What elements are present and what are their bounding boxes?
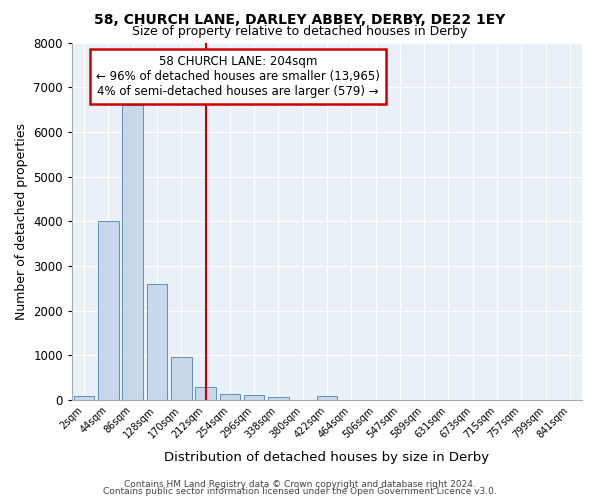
Y-axis label: Number of detached properties: Number of detached properties [15, 122, 28, 320]
Bar [317, 396, 337, 400]
Bar [268, 396, 289, 400]
Text: Contains public sector information licensed under the Open Government Licence v3: Contains public sector information licen… [103, 487, 497, 496]
Bar [74, 396, 94, 400]
Text: Contains HM Land Registry data © Crown copyright and database right 2024.: Contains HM Land Registry data © Crown c… [124, 480, 476, 489]
Text: 58 CHURCH LANE: 204sqm
← 96% of detached houses are smaller (13,965)
4% of semi-: 58 CHURCH LANE: 204sqm ← 96% of detached… [96, 55, 380, 98]
Text: 58, CHURCH LANE, DARLEY ABBEY, DERBY, DE22 1EY: 58, CHURCH LANE, DARLEY ABBEY, DERBY, DE… [94, 12, 506, 26]
Bar [171, 356, 191, 400]
Bar [122, 105, 143, 400]
Bar [195, 386, 216, 400]
Bar [244, 395, 265, 400]
Bar [220, 394, 240, 400]
X-axis label: Distribution of detached houses by size in Derby: Distribution of detached houses by size … [164, 451, 490, 464]
Text: Size of property relative to detached houses in Derby: Size of property relative to detached ho… [133, 25, 467, 38]
Bar [146, 284, 167, 400]
Bar [98, 221, 119, 400]
